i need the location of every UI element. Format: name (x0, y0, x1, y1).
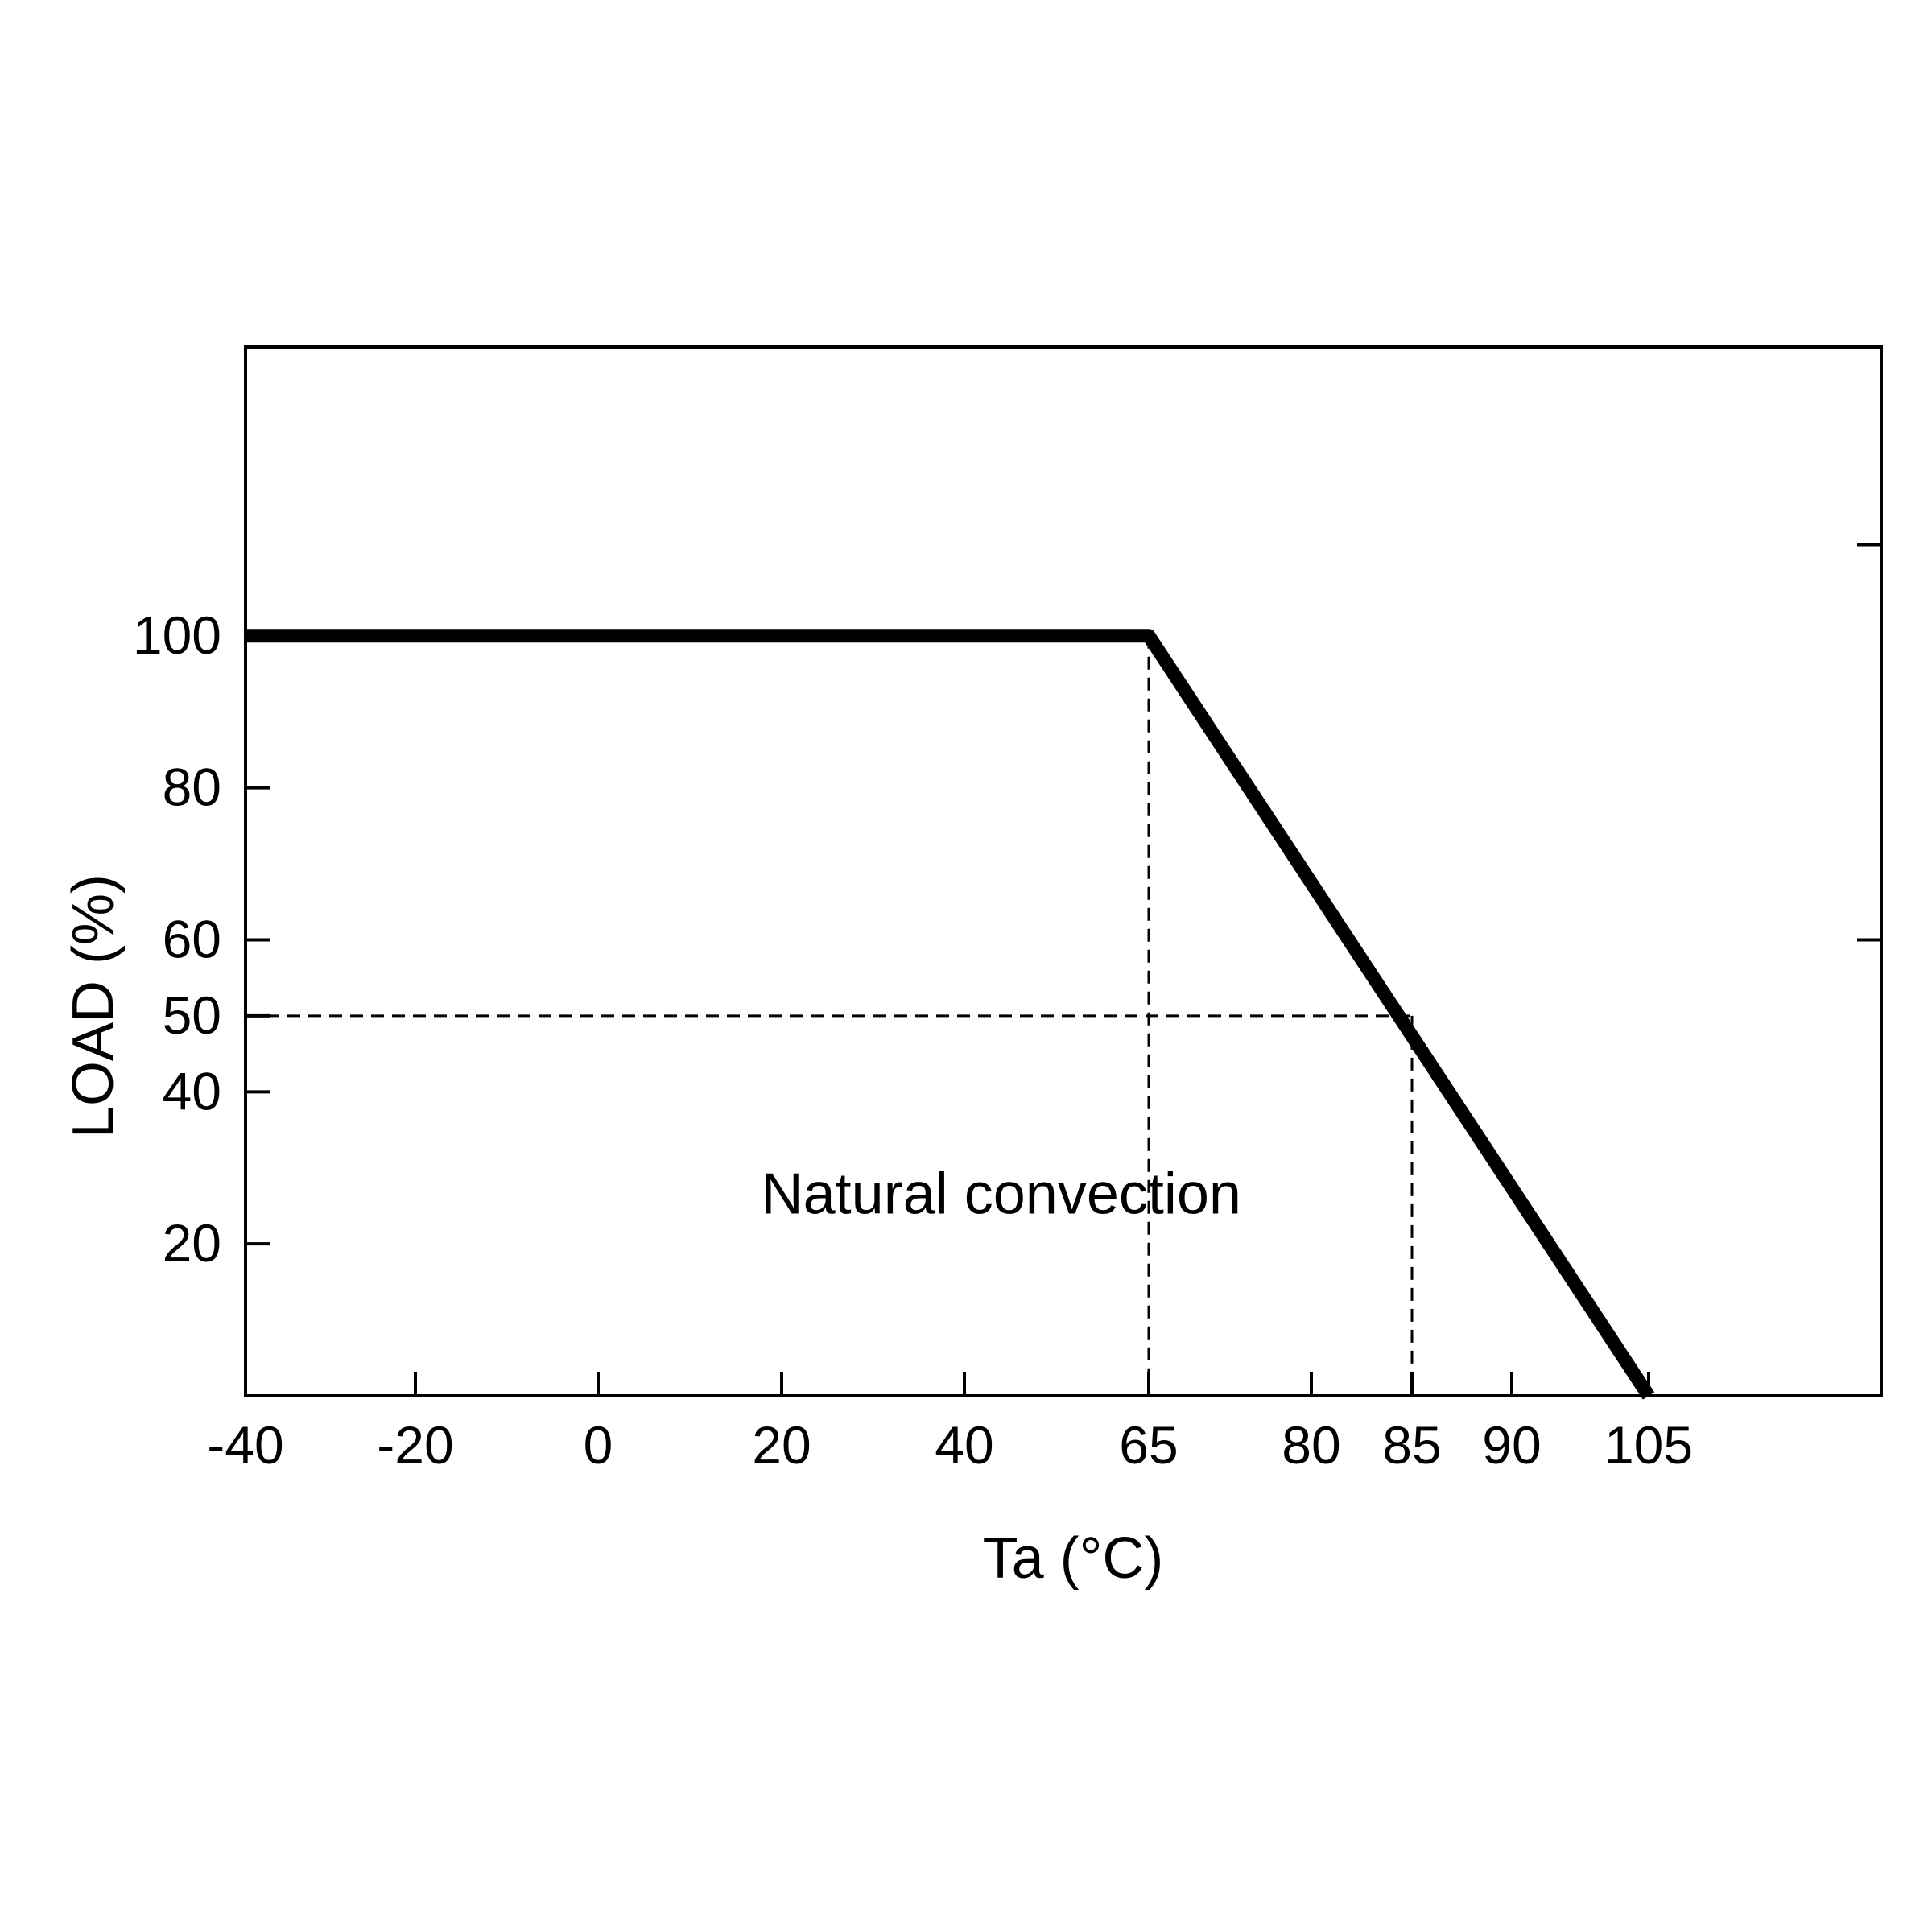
y-tick-label: 60 (163, 909, 221, 968)
x-tick-label: 0 (584, 1415, 613, 1475)
annotations: Natural convection (762, 1162, 1241, 1226)
x-axis-title: Ta (°C) (983, 1526, 1164, 1591)
y-tick-label: 20 (163, 1213, 221, 1273)
x-tick-label: -20 (377, 1415, 453, 1475)
y-tick-label: 80 (163, 758, 221, 817)
tick-labels: -40 -20 0 20 40 65 80 85 90 105 20 40 50 60 80 100 (133, 605, 1693, 1475)
annotation-label: Natural convection (762, 1162, 1241, 1226)
y-tick-label: 50 (163, 985, 221, 1045)
axis-ticks (246, 543, 1881, 1396)
x-tick-label: 105 (1604, 1415, 1693, 1475)
x-tick-label: 65 (1119, 1415, 1178, 1475)
reference-lines (246, 635, 1414, 1396)
x-tick-label: 20 (752, 1415, 811, 1475)
series-lines (245, 629, 1655, 1400)
y-tick-label: 40 (163, 1061, 221, 1121)
x-tick-label: 85 (1382, 1415, 1441, 1475)
x-tick-label: 80 (1282, 1415, 1340, 1475)
x-tick-label: -40 (207, 1415, 283, 1475)
y-axis-title: LOAD (%) (61, 874, 126, 1138)
plot-frame (244, 345, 1883, 1397)
y-tick-label: 100 (133, 605, 221, 665)
x-tick-label: 40 (935, 1415, 993, 1475)
x-tick-label: 90 (1482, 1415, 1541, 1475)
